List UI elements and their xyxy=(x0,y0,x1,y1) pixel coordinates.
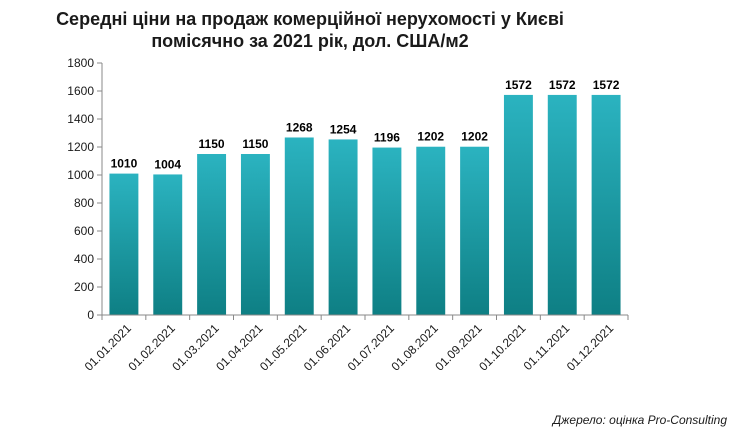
data-label: 1202 xyxy=(417,130,444,144)
bar xyxy=(547,94,577,315)
bar xyxy=(284,137,314,315)
chart-title: Середні ціни на продаж комерційної нерух… xyxy=(0,8,620,52)
x-axis: 01.01.202101.02.202101.03.202101.04.2021… xyxy=(82,314,629,374)
y-tick-label: 1000 xyxy=(67,168,94,182)
data-label: 1004 xyxy=(154,157,181,171)
bars xyxy=(109,94,621,315)
bar xyxy=(109,173,139,315)
data-label: 1268 xyxy=(286,120,313,134)
data-label: 1202 xyxy=(461,130,488,144)
data-label: 1572 xyxy=(593,78,620,92)
y-tick-label: 600 xyxy=(74,224,94,238)
data-label: 1010 xyxy=(111,157,138,171)
x-tick-label: 01.12.2021 xyxy=(564,321,617,374)
chart-title-line-2: помісячно за 2021 рік, дол. США/м2 xyxy=(151,31,469,51)
y-tick-label: 1200 xyxy=(67,140,94,154)
chart-title-line-1: Середні ціни на продаж комерційної нерух… xyxy=(56,9,564,29)
x-tick-label: 01.10.2021 xyxy=(476,321,529,374)
bar xyxy=(197,154,227,315)
y-tick-label: 0 xyxy=(87,308,94,322)
data-label: 1150 xyxy=(199,137,225,151)
y-tick-label: 200 xyxy=(74,280,94,294)
bar xyxy=(591,94,621,315)
y-axis: 0 200 400 600 800 1000 1200 1400 1600 1800 xyxy=(67,56,103,322)
data-labels: 1010 1004 1150 1150 1268 1254 1196 1202 1202 1572… xyxy=(111,78,620,172)
bar xyxy=(328,139,358,315)
bar xyxy=(372,147,402,315)
bar xyxy=(416,146,446,315)
source-note: Джерело: оцінка Pro-Consulting xyxy=(552,413,727,427)
data-label: 1196 xyxy=(374,131,400,145)
bar xyxy=(503,94,533,315)
data-label: 1150 xyxy=(242,137,268,151)
data-label: 1254 xyxy=(330,122,357,136)
bar xyxy=(153,174,183,315)
bar xyxy=(460,146,490,315)
y-tick-label: 1400 xyxy=(67,112,94,126)
data-label: 1572 xyxy=(505,78,532,92)
bar xyxy=(240,154,270,315)
data-label: 1572 xyxy=(549,78,576,92)
y-tick-label: 400 xyxy=(74,252,94,266)
y-tick-label: 1800 xyxy=(67,56,94,70)
y-tick-label: 1600 xyxy=(67,84,94,98)
y-tick-label: 800 xyxy=(74,196,94,210)
